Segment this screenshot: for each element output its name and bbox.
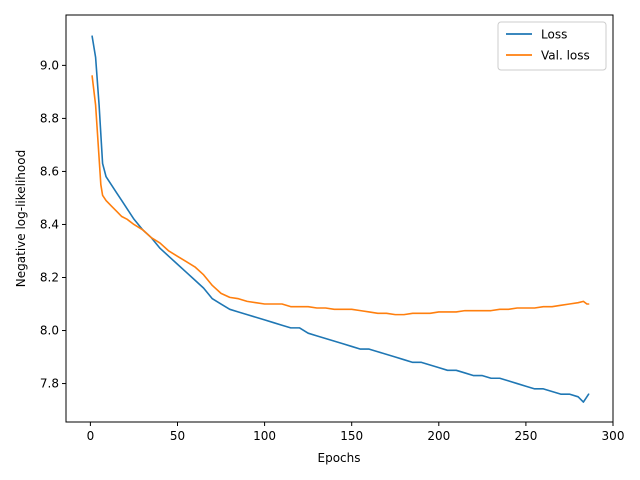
x-axis-label: Epochs — [318, 451, 361, 465]
legend: Loss Val. loss — [497, 21, 607, 71]
x-tick-label: 150 — [340, 429, 363, 443]
axes-frame — [65, 14, 614, 423]
legend-label-loss: Loss — [541, 28, 567, 42]
x-axis-ticks: 0 50 100 150 200 250 300 — [87, 422, 625, 443]
x-tick-label: 0 — [87, 429, 95, 443]
y-axis-label: Negative log-likelihood — [14, 150, 28, 287]
y-tick-label: 8.8 — [40, 111, 59, 125]
legend-label-val-loss: Val. loss — [541, 49, 590, 63]
x-tick-label: 50 — [170, 429, 185, 443]
x-tick-label: 200 — [427, 429, 450, 443]
y-tick-label: 8.2 — [40, 270, 59, 284]
plot-layer — [91, 35, 590, 403]
y-tick-label: 7.8 — [40, 377, 59, 391]
series-line-val-loss — [91, 75, 590, 316]
y-tick-label: 9.0 — [40, 58, 59, 72]
y-tick-label: 8.6 — [40, 164, 59, 178]
y-axis-ticks: 7.8 8.0 8.2 8.4 8.6 8.8 9.0 — [40, 58, 66, 391]
x-tick-label: 100 — [253, 429, 276, 443]
y-tick-label: 8.4 — [40, 217, 59, 231]
x-tick-label: 250 — [514, 429, 537, 443]
y-tick-label: 8.0 — [40, 324, 59, 338]
x-tick-label: 300 — [602, 429, 625, 443]
